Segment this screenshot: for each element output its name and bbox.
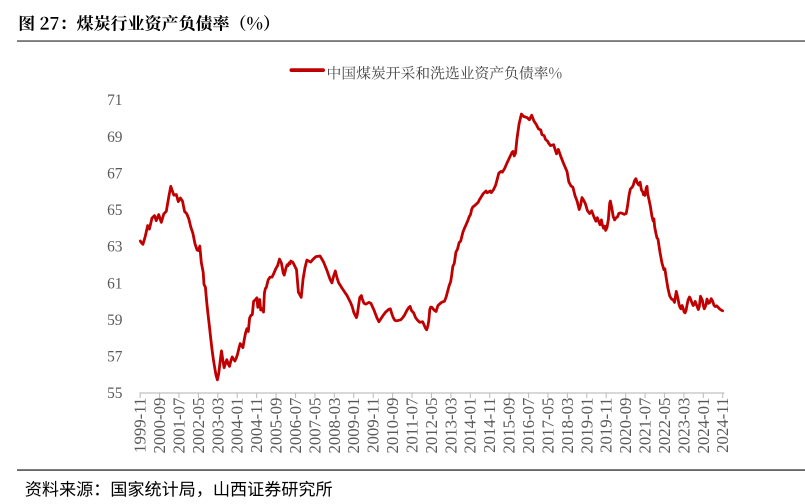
svg-text:2010-09: 2010-09: [383, 398, 402, 454]
svg-text:2011-07: 2011-07: [402, 398, 421, 453]
svg-text:2021-07: 2021-07: [636, 398, 655, 454]
svg-text:2014-01: 2014-01: [461, 398, 480, 454]
svg-text:71: 71: [107, 92, 122, 109]
svg-text:61: 61: [107, 275, 122, 292]
svg-text:2019-11: 2019-11: [597, 398, 616, 453]
svg-text:2005-09: 2005-09: [267, 398, 286, 454]
svg-text:67: 67: [107, 165, 123, 182]
svg-text:2006-07: 2006-07: [286, 398, 305, 454]
svg-text:2019-01: 2019-01: [577, 398, 596, 454]
svg-text:2024-11: 2024-11: [713, 398, 732, 453]
svg-text:2015-09: 2015-09: [500, 398, 519, 454]
svg-text:1999-11: 1999-11: [131, 398, 150, 453]
svg-text:2008-03: 2008-03: [325, 398, 344, 454]
svg-text:2016-07: 2016-07: [519, 398, 538, 454]
svg-text:2004-11: 2004-11: [247, 398, 266, 453]
svg-text:2002-05: 2002-05: [189, 398, 208, 454]
svg-text:2017-05: 2017-05: [538, 398, 557, 454]
svg-text:59: 59: [107, 312, 123, 329]
svg-text:69: 69: [107, 129, 123, 146]
svg-text:2018-03: 2018-03: [558, 398, 577, 454]
svg-text:2001-07: 2001-07: [169, 398, 188, 454]
svg-text:63: 63: [107, 239, 123, 256]
svg-text:2023-03: 2023-03: [674, 398, 693, 454]
svg-text:2020-09: 2020-09: [616, 398, 635, 454]
svg-text:65: 65: [107, 202, 123, 219]
svg-text:2007-05: 2007-05: [305, 398, 324, 454]
svg-text:2014-11: 2014-11: [480, 398, 499, 453]
svg-text:57: 57: [107, 349, 123, 366]
svg-text:2000-09: 2000-09: [150, 398, 169, 454]
svg-text:2003-03: 2003-03: [208, 398, 227, 454]
svg-text:2009-11: 2009-11: [364, 398, 383, 453]
svg-text:2012-05: 2012-05: [422, 398, 441, 454]
svg-text:2013-03: 2013-03: [441, 398, 460, 454]
svg-text:2004-01: 2004-01: [228, 398, 247, 454]
svg-text:2009-01: 2009-01: [344, 398, 363, 454]
svg-text:2024-01: 2024-01: [694, 398, 713, 454]
svg-text:2022-05: 2022-05: [655, 398, 674, 454]
svg-text:55: 55: [107, 385, 123, 402]
